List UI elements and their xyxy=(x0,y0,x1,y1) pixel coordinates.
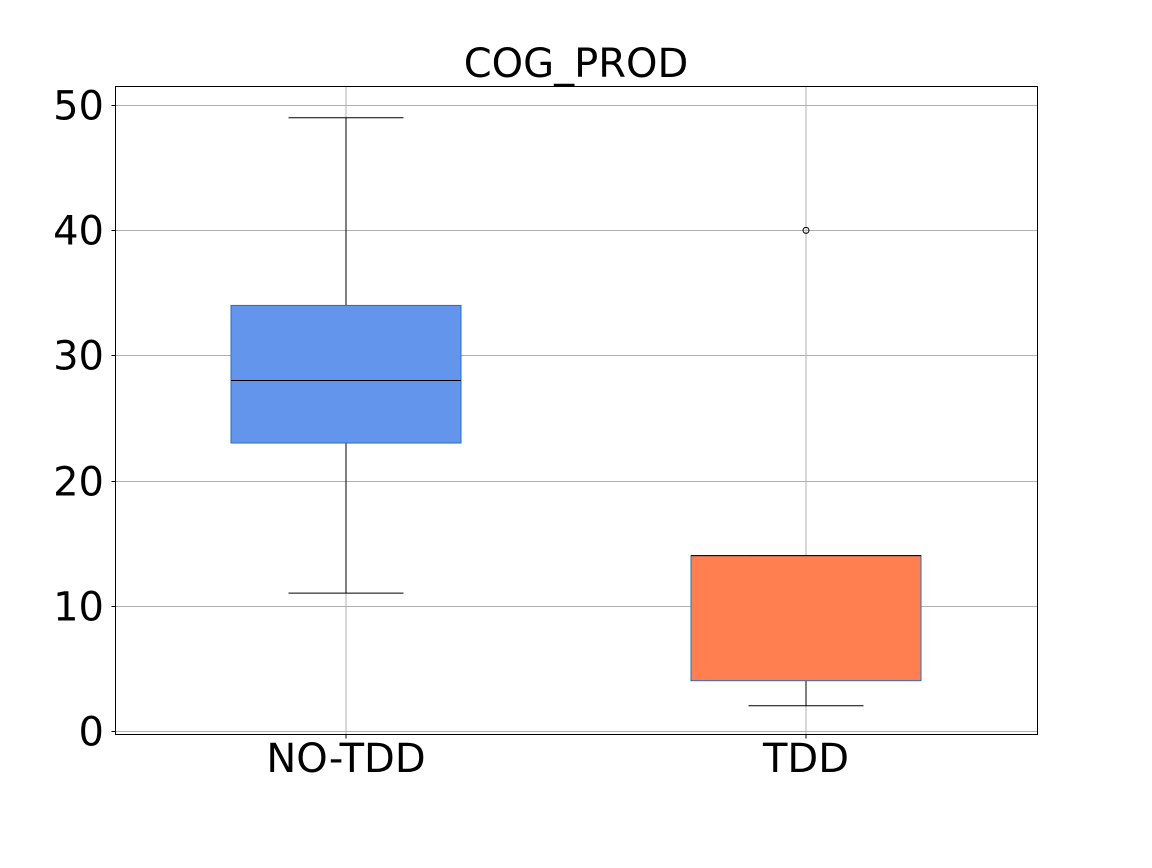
box-body xyxy=(690,555,922,682)
y-axis-ticks: 0 10 20 30 40 50 xyxy=(53,84,116,756)
x-tick-label: TDD xyxy=(762,736,849,782)
box-group-tdd xyxy=(690,226,922,707)
chart-title: COG_PROD xyxy=(464,41,689,87)
outlier-point xyxy=(802,226,810,234)
box-body xyxy=(230,304,462,444)
y-tick-label: 0 xyxy=(79,710,104,756)
y-tick-label: 50 xyxy=(53,84,104,130)
box-series xyxy=(230,117,922,707)
x-tick-label: NO-TDD xyxy=(266,736,425,782)
x-axis-ticks: NO-TDD TDD xyxy=(266,734,849,782)
box-group-no-tdd xyxy=(230,117,462,594)
plot-frame xyxy=(115,86,1038,735)
y-tick-label: 30 xyxy=(53,334,104,380)
y-tick-label: 20 xyxy=(53,460,104,506)
y-tick-label: 40 xyxy=(53,209,104,255)
y-tick-label: 10 xyxy=(53,585,104,631)
